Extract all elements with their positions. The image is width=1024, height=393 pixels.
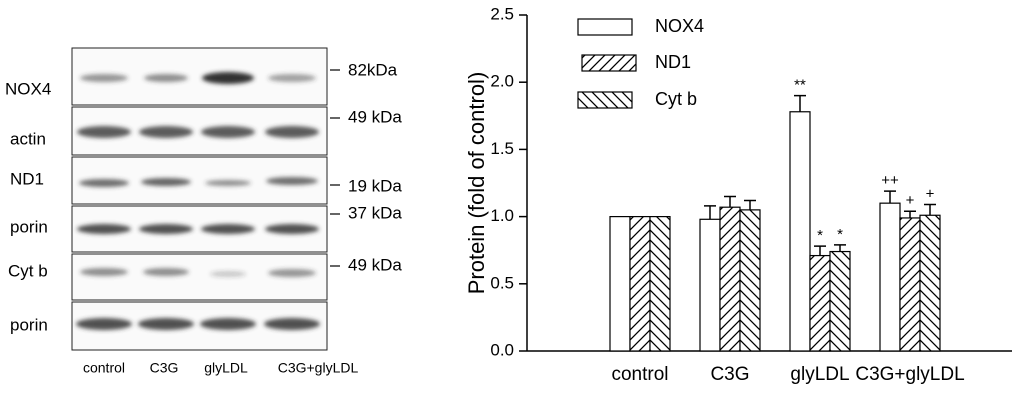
bar	[829, 250, 851, 352]
marker-label: 82kDa	[348, 60, 398, 79]
error-bar	[704, 205, 716, 220]
significance-label: +	[906, 192, 915, 209]
bar	[739, 209, 761, 352]
significance-label: ++	[881, 172, 899, 189]
y-tick-label: 0.0	[490, 340, 514, 359]
significance-label: **	[794, 77, 806, 94]
bar	[609, 216, 631, 352]
lane-label: glyLDL	[204, 360, 248, 376]
error-bar	[924, 203, 936, 216]
lane-label: C3G	[150, 360, 179, 376]
y-tick-label: 0.5	[490, 273, 514, 292]
western-blot: NOX4 actin ND1 porin Cyt b porin 82kDa 4…	[5, 47, 402, 376]
error-bar	[814, 245, 826, 256]
bar	[699, 218, 721, 352]
bar	[649, 216, 671, 352]
marker-label: 19 kDa	[348, 176, 402, 195]
blot-row-label: porin	[10, 315, 48, 334]
bar	[719, 206, 741, 352]
x-tick-label: glyLDL	[790, 364, 849, 385]
y-tick-label: 2.0	[490, 72, 514, 91]
marker-label: 37 kDa	[348, 203, 402, 222]
legend-label: NOX4	[655, 16, 704, 36]
x-tick-label: C3G	[710, 364, 749, 385]
significance-label: +	[926, 185, 935, 202]
bar	[809, 254, 831, 352]
y-tick-label: 1.0	[490, 206, 514, 225]
y-tick-label: 2.5	[490, 4, 514, 23]
error-bar	[884, 190, 896, 204]
blot-row-label: actin	[10, 129, 46, 148]
legend-label: ND1	[655, 52, 691, 72]
marker-ticks	[330, 69, 340, 267]
x-tick-label: control	[611, 364, 668, 385]
x-tick-label: C3G+glyLDL	[855, 364, 964, 385]
error-bar	[744, 199, 756, 210]
error-bar	[724, 195, 736, 208]
bar	[899, 217, 921, 352]
marker-label: 49 kDa	[348, 255, 402, 274]
blot-panel	[71, 253, 328, 301]
significance-label: *	[837, 226, 843, 243]
legend-swatch	[581, 54, 637, 72]
bar	[919, 214, 941, 352]
blot-row-label: NOX4	[5, 79, 51, 98]
legend-swatch	[577, 91, 633, 109]
legend-label: Cyt b	[655, 89, 697, 109]
significance-label: *	[817, 227, 823, 244]
blot-row-label: porin	[10, 217, 48, 236]
y-axis-label: Protein (fold of control)	[464, 72, 489, 295]
bands	[76, 72, 320, 330]
error-bar	[794, 94, 806, 112]
bar	[789, 111, 811, 352]
bar	[879, 202, 901, 352]
blot-row-label: ND1	[10, 169, 44, 188]
error-bar	[904, 210, 916, 218]
lane-label: control	[83, 360, 125, 376]
error-bar	[834, 244, 846, 252]
blot-row-label: Cyt b	[8, 261, 48, 280]
legend-swatch	[577, 18, 633, 36]
y-tick-label: 1.5	[490, 139, 514, 158]
lane-label: C3G+glyLDL	[278, 360, 359, 376]
bar	[629, 216, 651, 352]
marker-label: 49 kDa	[348, 107, 402, 126]
